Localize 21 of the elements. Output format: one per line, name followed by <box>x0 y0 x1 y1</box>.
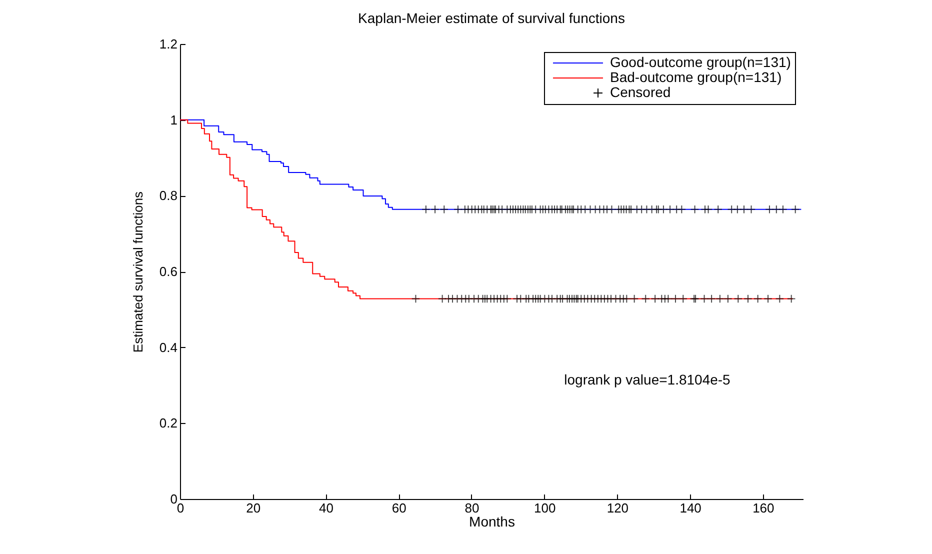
annotation: logrank p value=1.8104e-5 <box>564 372 731 388</box>
chart-title: Kaplan-Meier estimate of survival functions <box>358 10 625 26</box>
y-tick-label: 0.8 <box>159 188 178 204</box>
y-tick-label: 0.6 <box>159 264 178 279</box>
legend-label: Bad-outcome group(n=131) <box>610 69 782 85</box>
y-tick-label: 1.2 <box>159 36 178 52</box>
y-tick-label: 0.4 <box>159 340 178 355</box>
x-axis-title: Months <box>469 514 515 530</box>
legend-label: Good-outcome group(n=131) <box>610 54 791 70</box>
y-axis-title: Estimated survival functions <box>130 190 146 353</box>
x-tick-label: 120 <box>606 500 629 516</box>
x-tick-label: 60 <box>392 500 406 516</box>
legend-label: Censored <box>610 84 671 100</box>
x-tick-label: 40 <box>318 500 334 516</box>
x-tick-label: 160 <box>752 500 774 516</box>
x-tick-label: 100 <box>534 500 556 516</box>
y-tick-label: 1 <box>170 112 178 128</box>
x-tick-label: 20 <box>246 500 261 516</box>
x-tick-label: 80 <box>464 500 480 516</box>
y-tick-label: 0.2 <box>159 416 178 431</box>
x-tick-label: 140 <box>680 500 702 516</box>
